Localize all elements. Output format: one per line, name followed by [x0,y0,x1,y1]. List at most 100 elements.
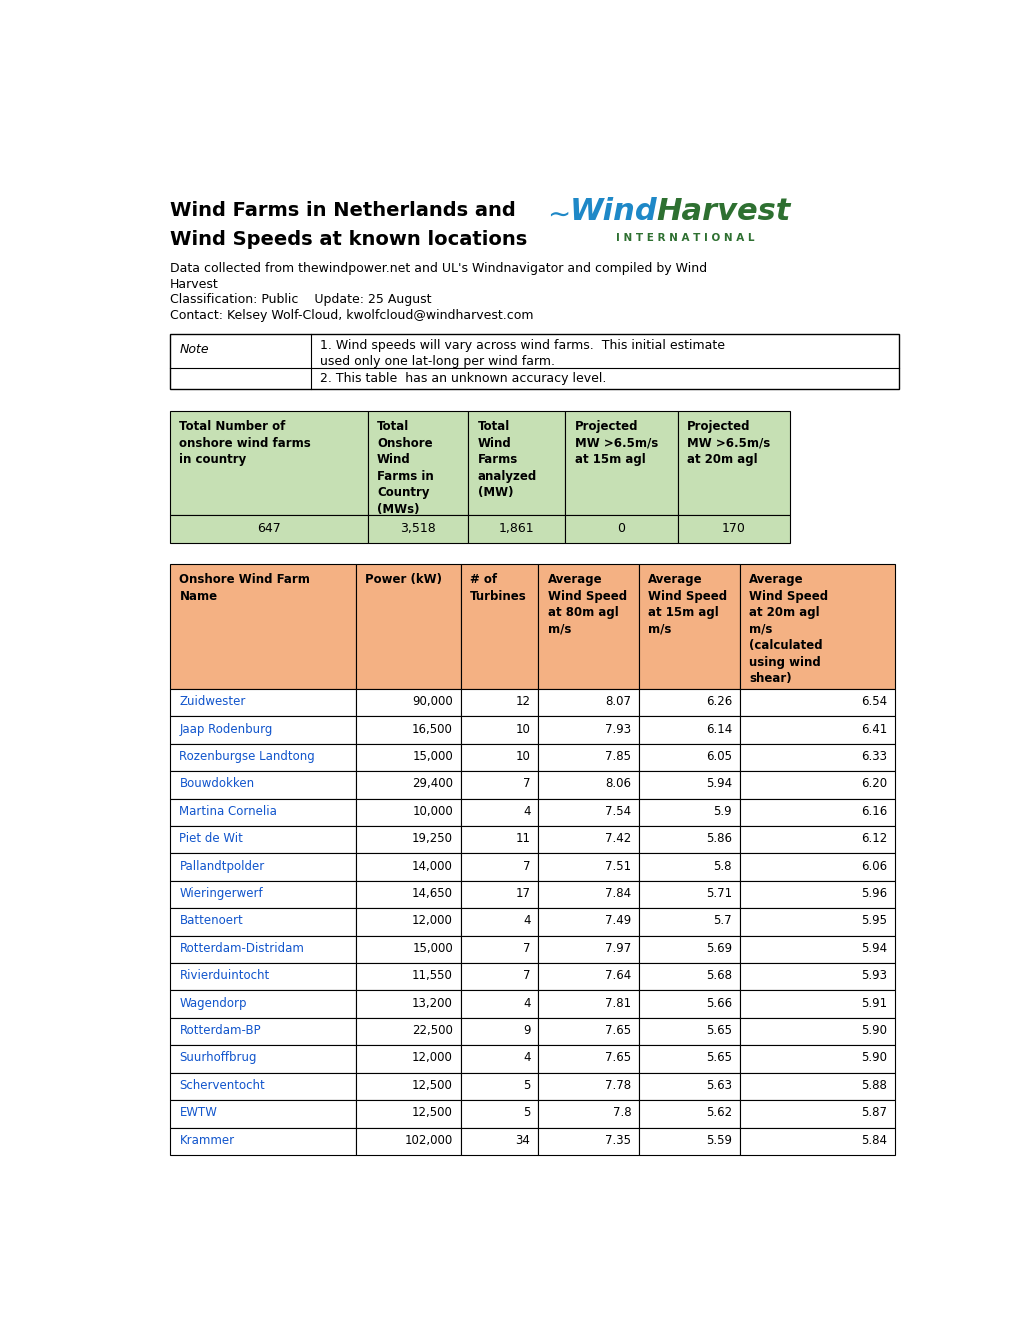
Text: Projected
MW >6.5m/s
at 20m agl: Projected MW >6.5m/s at 20m agl [687,420,769,466]
Bar [538,1127,638,1155]
Bar [739,717,894,743]
Bar [461,854,538,880]
Bar [638,771,739,799]
Text: 5.65: 5.65 [705,1024,732,1038]
Bar [356,1127,461,1155]
Text: 90,000: 90,000 [412,696,452,708]
Text: 7.42: 7.42 [604,832,631,845]
Text: 7: 7 [523,941,530,954]
Text: 34: 34 [516,1134,530,1147]
Text: Martina Cornelia: Martina Cornelia [179,805,277,817]
Bar [170,854,356,880]
Bar [739,826,894,854]
Text: 5.62: 5.62 [705,1106,732,1119]
Text: 9: 9 [523,1024,530,1038]
Text: Rotterdam-Distridam: Rotterdam-Distridam [179,941,304,954]
Bar [170,964,356,990]
Bar [739,1018,894,1045]
Text: 16,500: 16,500 [412,722,452,735]
Bar [368,515,468,543]
Bar [739,689,894,717]
Text: 5.69: 5.69 [705,941,732,954]
Bar [461,880,538,908]
Bar [538,717,638,743]
Bar [170,743,356,771]
Text: Bouwdokken: Bouwdokken [179,777,255,791]
Text: 10: 10 [516,722,530,735]
Text: 5.9: 5.9 [712,805,732,817]
Text: 12,500: 12,500 [412,1078,452,1092]
Bar [538,880,638,908]
Text: 7.93: 7.93 [604,722,631,735]
Text: 19,250: 19,250 [412,832,452,845]
Text: 1,861: 1,861 [498,521,534,535]
Text: 4: 4 [523,915,530,928]
Bar [638,826,739,854]
Text: 5.65: 5.65 [705,1052,732,1064]
Text: 5.66: 5.66 [705,997,732,1010]
Text: 12,000: 12,000 [412,915,452,928]
Bar [739,936,894,964]
Text: 1. Wind speeds will vary across wind farms.  This initial estimate
used only one: 1. Wind speeds will vary across wind far… [320,339,725,368]
Bar [356,1100,461,1127]
Text: 10: 10 [516,750,530,763]
Bar [638,1073,739,1100]
Bar [170,1127,356,1155]
Text: 7.97: 7.97 [604,941,631,954]
Bar [638,689,739,717]
Text: 5.94: 5.94 [860,941,887,954]
Bar [356,717,461,743]
Bar [170,990,356,1018]
Text: Total
Wind
Farms
analyzed
(MW): Total Wind Farms analyzed (MW) [477,420,537,499]
Bar [461,771,538,799]
Text: Jaap Rodenburg: Jaap Rodenburg [179,722,272,735]
Text: Average
Wind Speed
at 80m agl
m/s: Average Wind Speed at 80m agl m/s [547,573,626,636]
Bar [538,743,638,771]
Text: Piet de Wit: Piet de Wit [179,832,244,845]
Text: Harvest: Harvest [655,197,790,226]
Bar [170,936,356,964]
Text: 4: 4 [523,805,530,817]
Text: 5.7: 5.7 [712,915,732,928]
Text: 5: 5 [523,1078,530,1092]
Bar [170,1045,356,1073]
Bar [461,799,538,826]
Bar [461,564,538,689]
Bar [739,771,894,799]
Text: 12,000: 12,000 [412,1052,452,1064]
Bar [170,1100,356,1127]
Text: Rozenburgse Landtong: Rozenburgse Landtong [179,750,315,763]
Text: 29,400: 29,400 [412,777,452,791]
Bar [461,689,538,717]
Text: 6.14: 6.14 [705,722,732,735]
Text: Zuidwester: Zuidwester [179,696,246,708]
Text: Wind Farms in Netherlands and: Wind Farms in Netherlands and [170,201,516,219]
Text: 170: 170 [721,521,745,535]
Text: 15,000: 15,000 [412,750,452,763]
Text: 5.59: 5.59 [705,1134,732,1147]
Text: 14,650: 14,650 [412,887,452,900]
Bar [356,854,461,880]
Text: 7.49: 7.49 [604,915,631,928]
Text: 12,500: 12,500 [412,1106,452,1119]
Text: 8.07: 8.07 [604,696,631,708]
Text: I N T E R N A T I O N A L: I N T E R N A T I O N A L [615,234,753,243]
Bar [461,1045,538,1073]
Text: Projected
MW >6.5m/s
at 15m agl: Projected MW >6.5m/s at 15m agl [574,420,657,466]
Text: Krammer: Krammer [179,1134,234,1147]
Text: 7.8: 7.8 [612,1106,631,1119]
Text: 5.91: 5.91 [860,997,887,1010]
Text: Rivierduintocht: Rivierduintocht [179,969,269,982]
Bar [638,990,739,1018]
Bar [356,1018,461,1045]
Text: 5.63: 5.63 [705,1078,732,1092]
Bar [356,990,461,1018]
Text: Scherventocht: Scherventocht [179,1078,265,1092]
Text: 6.06: 6.06 [860,859,887,873]
Bar [170,689,356,717]
Bar [638,1018,739,1045]
Text: Battenoert: Battenoert [179,915,243,928]
Bar [538,1018,638,1045]
Text: Average
Wind Speed
at 15m agl
m/s: Average Wind Speed at 15m agl m/s [648,573,727,636]
Bar [638,717,739,743]
